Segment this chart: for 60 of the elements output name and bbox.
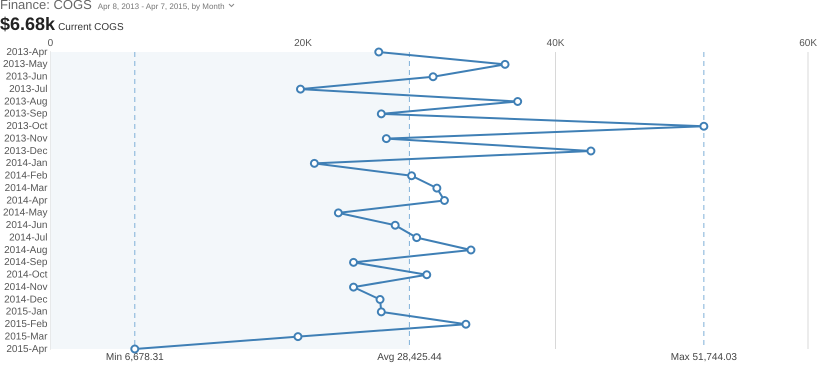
y-tick-label: 2013-Jun [6, 72, 48, 82]
point [428, 72, 438, 82]
x-tick-label: 20K [294, 38, 312, 49]
y-tick-label: 2013-May [3, 59, 48, 70]
y-tick-label: 2014-Mar [4, 182, 48, 194]
point [390, 220, 400, 230]
y-tick-label: 2014-Oct [6, 270, 48, 280]
point [500, 60, 510, 69]
y-tick-label: 2014-Jan [6, 158, 48, 170]
point [376, 307, 386, 316]
point [407, 171, 416, 180]
point [349, 258, 358, 267]
text: Current COGS [58, 22, 124, 33]
point [296, 84, 305, 94]
ref-line-label: Max 51,744.03 [670, 352, 738, 363]
y-tick-label: 2015-Feb [4, 319, 48, 330]
y-tick-label: 2013-Nov [4, 133, 48, 144]
y-tick-label: 2013-Oct [6, 121, 48, 132]
x-tick-label: 60K [799, 38, 818, 49]
y-tick-label: 2013-Apr [6, 46, 48, 58]
y-tick-label: 2014-Jun [6, 220, 48, 231]
y-tick-label: 2013-Dec [4, 146, 48, 157]
y-tick-label: 2014-Aug [4, 244, 48, 256]
ref-line-label: Avg 28,425.44 [377, 352, 442, 363]
point [376, 109, 386, 118]
point [349, 282, 358, 292]
point [699, 122, 708, 131]
point [310, 158, 319, 168]
point [334, 208, 343, 218]
point [376, 295, 385, 304]
point [374, 48, 384, 56]
y-tick-label: 2015-Apr [6, 344, 48, 355]
y-tick-label: 2014-Feb [4, 170, 48, 182]
y-tick-label: 2014-Sep [4, 257, 48, 268]
y-tick-label: 2014-May [3, 208, 48, 219]
point [440, 196, 449, 205]
ref-line-label: Min 6,678.31 [106, 352, 164, 363]
point [461, 320, 470, 329]
y-tick-label: 2015-Jan [6, 306, 48, 318]
y-tick-label: 2014-Dec [4, 294, 48, 306]
y-tick-label: 2013-Sep [4, 108, 48, 120]
point [382, 134, 391, 144]
text: $6.68k [0, 14, 56, 34]
x-tick-label: 40K [546, 38, 565, 49]
chart-subtitle: Apr 8, 2013 - Apr 7, 2015, by Month [98, 2, 225, 11]
y-tick-label: 2014-Jul [9, 232, 48, 244]
y-tick-label: 2014-Apr [6, 195, 48, 206]
y-tick-label: 2015-Mar [4, 331, 48, 342]
point [432, 184, 442, 193]
point [412, 233, 422, 242]
y-tick-label: 2014-Nov [4, 282, 48, 293]
point [586, 146, 596, 156]
y-tick-label: 2013-Aug [4, 96, 48, 108]
point [130, 344, 140, 354]
point [293, 332, 302, 342]
point [513, 97, 522, 106]
y-tick-label: 2013-Jul [9, 84, 48, 95]
x-tick-label: 0 [48, 38, 54, 49]
point [422, 270, 432, 280]
point [466, 246, 476, 254]
